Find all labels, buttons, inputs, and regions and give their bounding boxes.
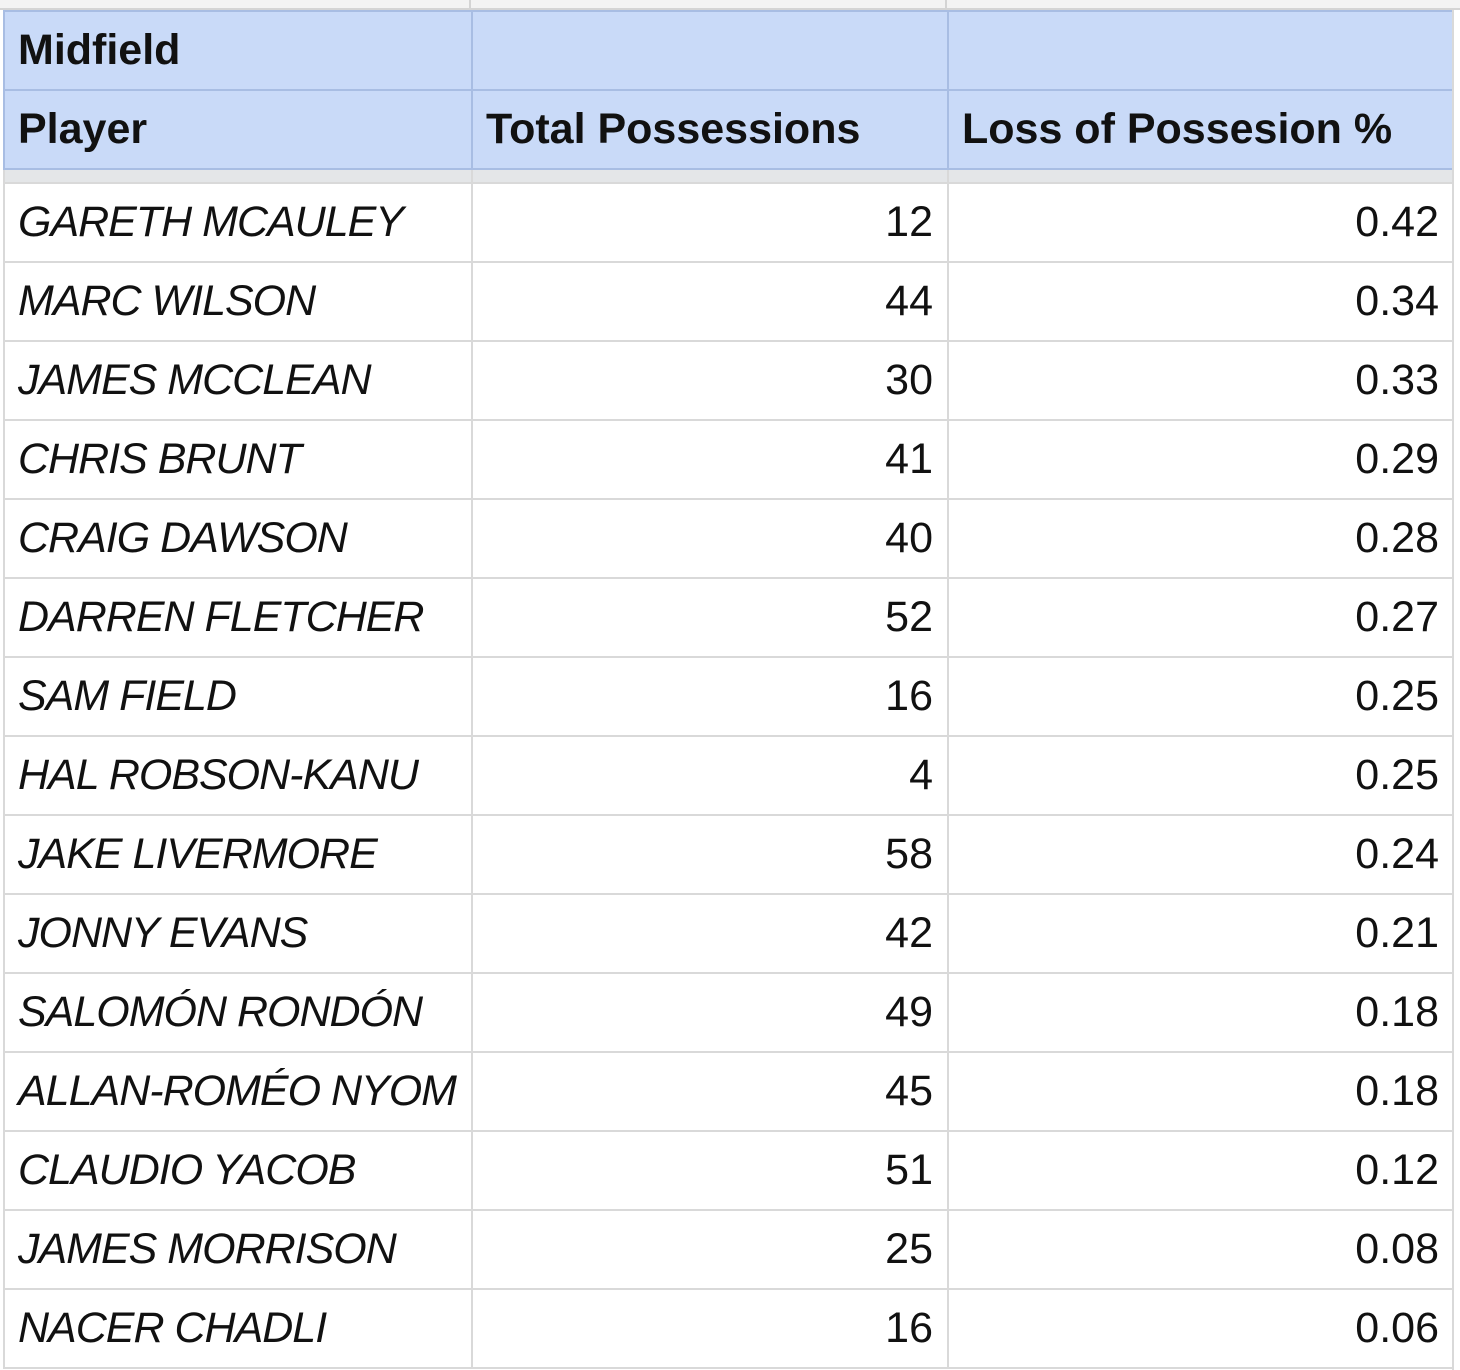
- table-row: CLAUDIO YACOB 51 0.12: [3, 1130, 1455, 1211]
- loss-of-possession-cell[interactable]: 0.25: [947, 656, 1455, 737]
- column-separator: [469, 0, 471, 10]
- loss-of-possession-cell[interactable]: 0.06: [947, 1288, 1455, 1369]
- total-possessions-cell[interactable]: 52: [471, 577, 949, 658]
- player-name-cell[interactable]: CRAIG DAWSON: [3, 498, 473, 579]
- total-possessions-cell[interactable]: 45: [471, 1051, 949, 1132]
- section-header-row: Midfield: [3, 10, 1455, 91]
- table-row: ALLAN-ROMÉO NYOM 45 0.18: [3, 1051, 1455, 1132]
- header-player-cell[interactable]: Player: [3, 89, 473, 170]
- loss-of-possession-cell[interactable]: 0.12: [947, 1130, 1455, 1211]
- player-name-cell[interactable]: HAL ROBSON-KANU: [3, 735, 473, 816]
- total-possessions-cell[interactable]: 58: [471, 814, 949, 895]
- previous-row-strip: [0, 0, 1460, 10]
- total-possessions-cell[interactable]: 44: [471, 261, 949, 342]
- loss-of-possession-cell[interactable]: 0.21: [947, 893, 1455, 974]
- loss-of-possession-cell[interactable]: 0.25: [947, 735, 1455, 816]
- loss-of-possession-cell[interactable]: 0.28: [947, 498, 1455, 579]
- frozen-row-divider[interactable]: [3, 168, 1455, 184]
- table-row: CHRIS BRUNT 41 0.29: [3, 419, 1455, 500]
- loss-of-possession-cell[interactable]: 0.27: [947, 577, 1455, 658]
- player-name-cell[interactable]: JAMES MORRISON: [3, 1209, 473, 1290]
- table-row: JONNY EVANS 42 0.21: [3, 893, 1455, 974]
- data-grid: Midfield Player Total Possessions Loss o…: [3, 10, 1455, 1369]
- loss-of-possession-cell[interactable]: 0.29: [947, 419, 1455, 500]
- section-label-cell[interactable]: Midfield: [3, 10, 473, 91]
- player-name-cell[interactable]: SALOMÓN RONDÓN: [3, 972, 473, 1053]
- header-total-possessions-cell[interactable]: Total Possessions: [471, 89, 949, 170]
- empty-header-cell[interactable]: [471, 10, 949, 91]
- total-possessions-cell[interactable]: 51: [471, 1130, 949, 1211]
- header-loss-of-possession-cell[interactable]: Loss of Possesion %: [947, 89, 1455, 170]
- player-name-cell[interactable]: MARC WILSON: [3, 261, 473, 342]
- loss-of-possession-cell[interactable]: 0.24: [947, 814, 1455, 895]
- loss-of-possession-cell[interactable]: 0.33: [947, 340, 1455, 421]
- player-name-cell[interactable]: NACER CHADLI: [3, 1288, 473, 1369]
- total-possessions-cell[interactable]: 16: [471, 656, 949, 737]
- player-name-cell[interactable]: CLAUDIO YACOB: [3, 1130, 473, 1211]
- next-column-edge: [1452, 10, 1460, 1370]
- table-row: CRAIG DAWSON 40 0.28: [3, 498, 1455, 579]
- frozen-divider-cell: [471, 168, 949, 184]
- frozen-divider-cell: [947, 168, 1455, 184]
- player-name-cell[interactable]: CHRIS BRUNT: [3, 419, 473, 500]
- loss-of-possession-cell[interactable]: 0.18: [947, 1051, 1455, 1132]
- table-row: JAMES MCCLEAN 30 0.33: [3, 340, 1455, 421]
- total-possessions-cell[interactable]: 41: [471, 419, 949, 500]
- frozen-divider-cell: [3, 168, 473, 184]
- total-possessions-cell[interactable]: 30: [471, 340, 949, 421]
- table-row: JAKE LIVERMORE 58 0.24: [3, 814, 1455, 895]
- total-possessions-cell[interactable]: 12: [471, 182, 949, 263]
- table-row: NACER CHADLI 16 0.06: [3, 1288, 1455, 1369]
- table-row: GARETH MCAULEY 12 0.42: [3, 182, 1455, 263]
- column-separator: [945, 0, 947, 10]
- table-row: SAM FIELD 16 0.25: [3, 656, 1455, 737]
- table-row: HAL ROBSON-KANU 4 0.25: [3, 735, 1455, 816]
- player-name-cell[interactable]: DARREN FLETCHER: [3, 577, 473, 658]
- total-possessions-cell[interactable]: 42: [471, 893, 949, 974]
- empty-header-cell[interactable]: [947, 10, 1455, 91]
- loss-of-possession-cell[interactable]: 0.34: [947, 261, 1455, 342]
- table-row: DARREN FLETCHER 52 0.27: [3, 577, 1455, 658]
- total-possessions-cell[interactable]: 4: [471, 735, 949, 816]
- table-row: JAMES MORRISON 25 0.08: [3, 1209, 1455, 1290]
- table-row: SALOMÓN RONDÓN 49 0.18: [3, 972, 1455, 1053]
- loss-of-possession-cell[interactable]: 0.18: [947, 972, 1455, 1053]
- loss-of-possession-cell[interactable]: 0.08: [947, 1209, 1455, 1290]
- player-name-cell[interactable]: ALLAN-ROMÉO NYOM: [3, 1051, 473, 1132]
- loss-of-possession-cell[interactable]: 0.42: [947, 182, 1455, 263]
- table-row: MARC WILSON 44 0.34: [3, 261, 1455, 342]
- player-name-cell[interactable]: SAM FIELD: [3, 656, 473, 737]
- total-possessions-cell[interactable]: 40: [471, 498, 949, 579]
- total-possessions-cell[interactable]: 25: [471, 1209, 949, 1290]
- player-name-cell[interactable]: GARETH MCAULEY: [3, 182, 473, 263]
- column-header-row: Player Total Possessions Loss of Possesi…: [3, 89, 1455, 170]
- total-possessions-cell[interactable]: 49: [471, 972, 949, 1053]
- player-name-cell[interactable]: JAMES MCCLEAN: [3, 340, 473, 421]
- total-possessions-cell[interactable]: 16: [471, 1288, 949, 1369]
- player-name-cell[interactable]: JAKE LIVERMORE: [3, 814, 473, 895]
- player-name-cell[interactable]: JONNY EVANS: [3, 893, 473, 974]
